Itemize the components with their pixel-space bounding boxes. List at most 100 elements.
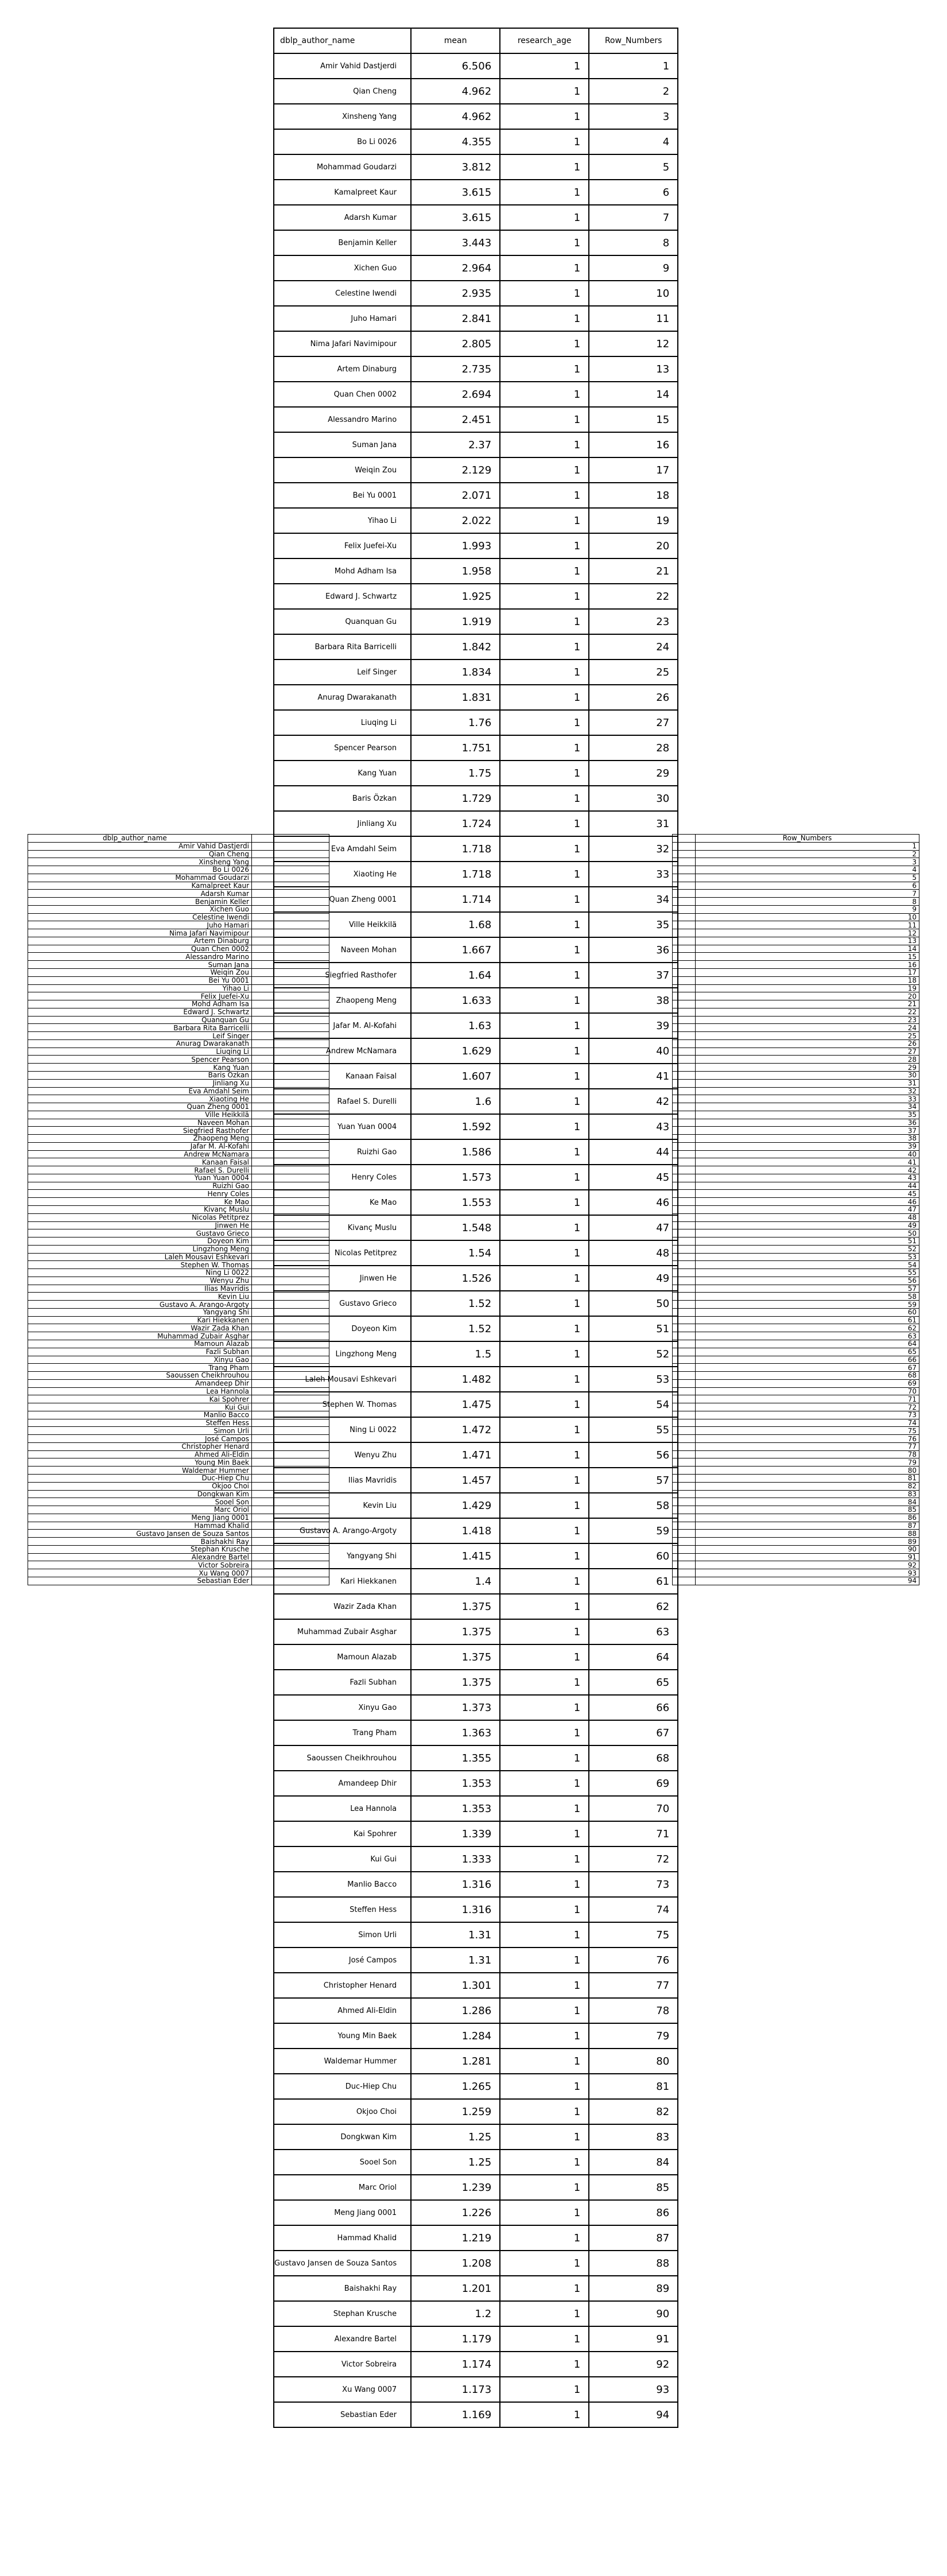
right-blank-cell	[672, 1347, 696, 1356]
table-row: Kivanç Muslu 1.548 1 47	[273, 1215, 679, 1241]
mean-cell: 2.694	[410, 381, 501, 408]
right-blank-cell	[672, 1553, 696, 1562]
left-blank-cell	[251, 976, 329, 985]
left-list-row: Wazir Zada Khan	[28, 1324, 329, 1333]
row-number-cell: 15	[588, 406, 679, 433]
author-name-cell: Mamoun Alazab	[273, 1644, 412, 1670]
right-list-row: 6	[672, 881, 919, 890]
header-row-numbers[interactable]: Row_Numbers	[588, 28, 679, 54]
mean-cell: 3.812	[410, 154, 501, 180]
table-row: Henry Coles 1.573 1 45	[273, 1164, 679, 1190]
right-list-row: 16	[672, 960, 919, 969]
left-header-author-name[interactable]: dblp_author_name	[28, 834, 252, 843]
left-author-name-cell: Leif Singer	[28, 1031, 252, 1040]
right-row-number-cell: 78	[695, 1450, 919, 1459]
row-number-cell: 5	[588, 154, 679, 180]
right-blank-cell	[672, 1442, 696, 1451]
left-list-row: Saoussen Cheikhrouhou	[28, 1371, 329, 1380]
table-row: Rafael S. Durelli 1.6 1 42	[273, 1088, 679, 1115]
left-list-row: Muhammad Zubair Asghar	[28, 1332, 329, 1340]
left-author-name-cell: Gustavo A. Arango-Argoty	[28, 1300, 252, 1309]
research-age-cell: 1	[499, 1417, 590, 1443]
research-age-cell: 1	[499, 1442, 590, 1468]
left-list-row: Spencer Pearson	[28, 1055, 329, 1064]
author-name-cell: Alessandro Marino	[273, 406, 412, 433]
left-author-name-cell: Duc-Hiep Chu	[28, 1474, 252, 1483]
table-row: Xinsheng Yang 4.962 1 3	[273, 103, 679, 130]
right-blank-cell	[672, 1576, 696, 1585]
right-blank-cell	[672, 1166, 696, 1174]
table-row: Steffen Hess 1.316 1 74	[273, 1896, 679, 1923]
research-age-cell: 1	[499, 1139, 590, 1165]
right-list-row: 82	[672, 1481, 919, 1491]
right-list-row: 31	[672, 1078, 919, 1088]
right-list-row: 8	[672, 897, 919, 906]
right-blank-cell	[672, 936, 696, 945]
mean-cell: 1.52	[410, 1316, 501, 1342]
right-blank-cell	[672, 1055, 696, 1064]
right-list-row: 64	[672, 1340, 919, 1348]
left-author-name-cell: Ahmed Ali-Eldin	[28, 1450, 252, 1459]
research-age-cell: 1	[499, 129, 590, 155]
right-row-number-cell: 88	[695, 1529, 919, 1538]
left-blank-cell	[251, 1047, 329, 1056]
left-header-row: dblp_author_name	[28, 834, 329, 843]
right-list-row: 65	[672, 1347, 919, 1356]
left-author-name-cell: Henry Coles	[28, 1189, 252, 1198]
left-list-row: Ilias Mavridis	[28, 1284, 329, 1293]
right-header-row-numbers[interactable]: Row_Numbers	[695, 834, 919, 843]
table-row: Young Min Baek 1.284 1 79	[273, 2023, 679, 2049]
right-blank-cell	[672, 1063, 696, 1072]
research-age-cell: 1	[499, 1518, 590, 1544]
left-list-row: Nima Jafari Navimipour	[28, 929, 329, 937]
research-age-cell: 1	[499, 280, 590, 307]
research-age-cell: 1	[499, 1997, 590, 2024]
left-blank-cell	[251, 1513, 329, 1522]
left-list-row: Yihao Li	[28, 984, 329, 993]
left-list-row: Quanquan Gu	[28, 1015, 329, 1025]
mean-cell: 1.373	[410, 1694, 501, 1721]
left-author-name-cell: Yuan Yuan 0004	[28, 1173, 252, 1182]
left-blank-cell	[251, 873, 329, 882]
right-blank-cell	[672, 1015, 696, 1025]
table-row: Lingzhong Meng 1.5 1 52	[273, 1341, 679, 1367]
row-number-cell: 90	[588, 2300, 679, 2327]
right-blank-cell	[672, 1023, 696, 1033]
table-row: Benjamin Keller 3.443 1 8	[273, 230, 679, 256]
right-list-row: 45	[672, 1189, 919, 1198]
table-row: Kevin Liu 1.429 1 58	[273, 1492, 679, 1519]
research-age-cell: 1	[499, 937, 590, 963]
header-research-age[interactable]: research_age	[499, 28, 590, 54]
right-list-row: 30	[672, 1070, 919, 1080]
author-name-cell: Bo Li 0026	[273, 129, 412, 155]
research-age-cell: 1	[499, 1972, 590, 1999]
header-mean[interactable]: mean	[410, 28, 501, 54]
left-blank-cell	[251, 1110, 329, 1119]
left-list-row: Marc Oriol	[28, 1506, 329, 1514]
right-list-row: 52	[672, 1244, 919, 1254]
mean-cell: 1.219	[410, 2225, 501, 2251]
left-list-row: Amandeep Dhir	[28, 1379, 329, 1388]
main-data-table: dblp_author_name mean research_age Row_N…	[273, 28, 679, 2428]
research-age-cell: 1	[499, 1366, 590, 1392]
table-row: Xiaoting He 1.718 1 33	[273, 861, 679, 887]
left-list-row: Ahmed Ali-Eldin	[28, 1450, 329, 1459]
table-row: Kari Hiekkanen 1.4 1 61	[273, 1568, 679, 1595]
right-row-number-cell: 94	[695, 1576, 919, 1585]
left-blank-cell	[251, 1237, 329, 1246]
left-blank-cell	[251, 841, 329, 851]
right-blank-cell	[672, 1260, 696, 1270]
research-age-cell: 1	[499, 154, 590, 180]
research-age-cell: 1	[499, 760, 590, 786]
header-author-name[interactable]: dblp_author_name	[273, 28, 412, 54]
left-blank-cell	[251, 1474, 329, 1483]
mean-cell: 1.353	[410, 1795, 501, 1822]
right-blank-cell	[672, 1095, 696, 1104]
right-blank-cell	[672, 1450, 696, 1459]
author-name-cell: Benjamin Keller	[273, 230, 412, 256]
author-name-cell: Fazli Subhan	[273, 1669, 412, 1696]
right-blank-cell	[672, 1244, 696, 1254]
left-author-name-cell: Marc Oriol	[28, 1506, 252, 1514]
author-name-cell: José Campos	[273, 1947, 412, 1973]
research-age-cell: 1	[499, 1164, 590, 1190]
